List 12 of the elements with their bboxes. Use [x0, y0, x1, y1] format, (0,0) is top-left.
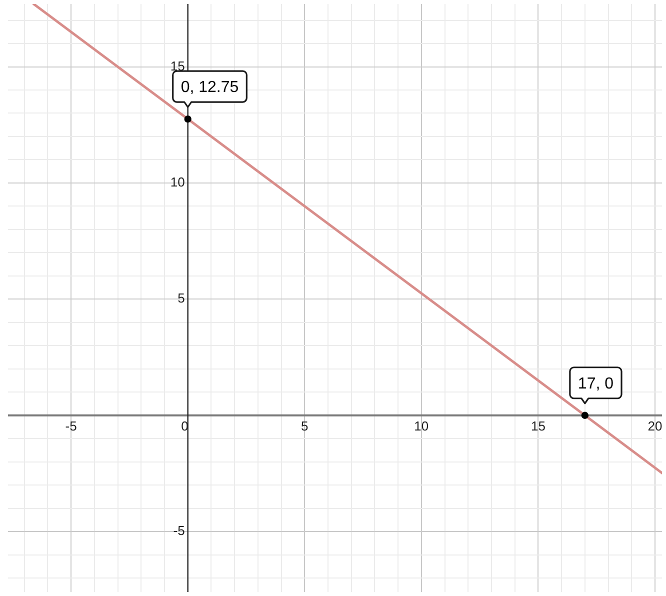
- annotation: 0, 12.75: [180, 78, 239, 96]
- annotation: 17, 0: [578, 375, 614, 392]
- x-tick-label: 0: [181, 418, 188, 434]
- x-tick-label: 15: [530, 418, 546, 434]
- x-tick-label: -5: [65, 418, 77, 434]
- x-tick-label: 10: [414, 418, 429, 434]
- y-tick-label: 15: [170, 58, 185, 74]
- x-tick-label: 5: [301, 418, 308, 434]
- y-tick-label: 5: [178, 290, 185, 306]
- y-tick-label: -5: [173, 523, 185, 538]
- x-tick-label: 20: [648, 418, 662, 434]
- y-tick-label: 10: [170, 174, 185, 190]
